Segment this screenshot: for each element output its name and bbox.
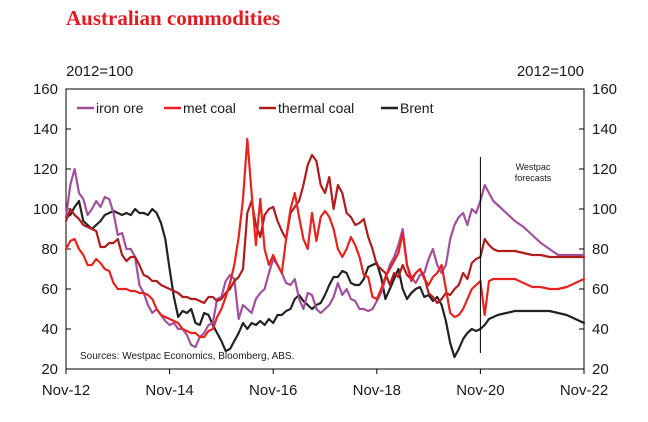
y-tick-label-right: 40 bbox=[592, 321, 609, 338]
series-line-iron-ore bbox=[64, 167, 586, 349]
x-tick-label: Nov-12 bbox=[42, 382, 90, 399]
forecast-annotation-line: forecasts bbox=[515, 173, 552, 183]
x-tick-label: Nov-14 bbox=[145, 382, 193, 399]
series-line-brent bbox=[64, 199, 586, 359]
axis-ticks: 20 20 40 40 60 60 80 80 100 100 120 120 140 140 160 160… bbox=[33, 63, 617, 399]
y-tick-label-right: 100 bbox=[592, 201, 617, 218]
y-tick-label-left: 80 bbox=[41, 241, 58, 258]
series-line-met-coal bbox=[64, 137, 586, 339]
legend-label-brent: Brent bbox=[400, 100, 434, 116]
annotations: Westpac forecasts Sources: Westpac Economi… bbox=[80, 157, 552, 362]
chart-title: Australian commodities bbox=[66, 6, 281, 30]
forecast-annotation-line: Westpac bbox=[516, 162, 551, 172]
y-tick-label-left: 160 bbox=[33, 81, 58, 98]
y-tick-label-left: 120 bbox=[33, 161, 58, 178]
left-axis-unit: 2012=100 bbox=[66, 63, 133, 80]
legend-label-iron-ore: iron ore bbox=[96, 100, 144, 116]
y-tick-label-left: 60 bbox=[41, 281, 58, 298]
plot-frame bbox=[65, 88, 585, 370]
y-tick-label-left: 140 bbox=[33, 121, 58, 138]
right-axis-unit: 2012=100 bbox=[517, 63, 584, 80]
source-note: Sources: Westpac Economics, Bloomberg, A… bbox=[80, 351, 294, 362]
y-tick-label-left: 40 bbox=[41, 321, 58, 338]
y-tick-label-right: 140 bbox=[592, 121, 617, 138]
series-lines bbox=[64, 137, 586, 359]
legend-label-met-coal: met coal bbox=[183, 100, 236, 116]
x-tick-label: Nov-20 bbox=[456, 382, 504, 399]
plot-border bbox=[65, 88, 585, 370]
y-tick-label-right: 160 bbox=[592, 81, 617, 98]
y-tick-label-right: 80 bbox=[592, 241, 609, 258]
y-tick-label-left: 100 bbox=[33, 201, 58, 218]
series-line-thermal-coal bbox=[64, 153, 586, 305]
y-tick-label-right: 60 bbox=[592, 281, 609, 298]
y-tick-label-right: 120 bbox=[592, 161, 617, 178]
legend: iron ore met coal thermal coal Brent bbox=[77, 100, 434, 116]
x-tick-label: Nov-18 bbox=[353, 382, 401, 399]
y-tick-label-right: 20 bbox=[592, 361, 609, 378]
y-tick-label-left: 20 bbox=[41, 361, 58, 378]
legend-label-thermal-coal: thermal coal bbox=[278, 100, 354, 116]
x-tick-label: Nov-16 bbox=[249, 382, 297, 399]
forecast-annotation: Westpac forecasts bbox=[515, 162, 552, 183]
x-tick-label: Nov-22 bbox=[560, 382, 608, 399]
